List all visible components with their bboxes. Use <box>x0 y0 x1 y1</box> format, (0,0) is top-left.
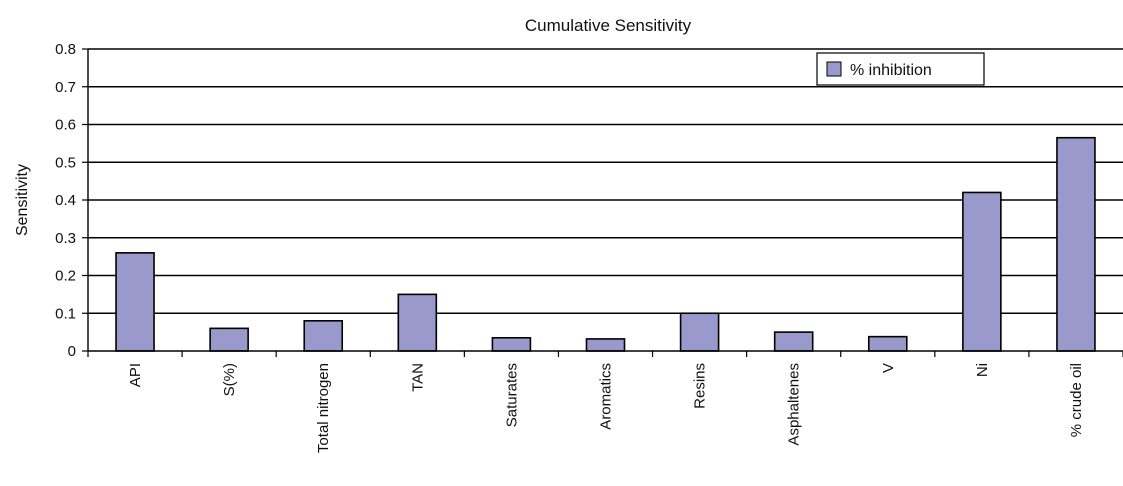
bar <box>491 336 532 352</box>
x-tick-label: V <box>880 363 897 373</box>
x-tick-label: Asphaltenes <box>786 363 803 446</box>
x-tick-label: TAN <box>409 363 426 392</box>
chart-title: Cumulative Sensitivity <box>525 16 692 35</box>
legend-label: % inhibition <box>850 62 932 79</box>
bars <box>115 136 1096 352</box>
bar <box>397 293 438 352</box>
y-tick-label: 0.6 <box>55 117 76 134</box>
y-tick-label: 0.5 <box>55 154 76 171</box>
bar <box>115 252 155 352</box>
bar <box>867 335 908 352</box>
bar <box>303 319 344 352</box>
gridlines <box>88 48 1123 315</box>
y-tick-label: 0.8 <box>55 41 76 58</box>
x-tick-label: API <box>127 363 144 387</box>
bar <box>209 327 249 352</box>
y-tick-label: 0 <box>68 343 76 360</box>
y-tick-label: 0.7 <box>55 79 76 96</box>
x-tick-label: % crude oil <box>1068 363 1085 437</box>
x-tick-label: Resins <box>692 363 709 409</box>
bar <box>585 338 626 352</box>
x-tick-labels: API S(%) Total nitrogen TAN Saturates Aromati… <box>87 351 1123 453</box>
y-tick-label: 0.1 <box>55 305 76 322</box>
x-tick-label: Saturates <box>503 363 520 427</box>
legend: % inhibition <box>816 52 985 86</box>
x-tick-label: Total nitrogen <box>315 363 332 453</box>
y-tick-label: 0.2 <box>55 268 76 285</box>
bar <box>773 331 814 352</box>
y-tick-labels: 0 0.1 0.2 0.3 0.4 0.5 0.6 0.7 0.8 <box>55 41 88 360</box>
legend-box <box>816 52 985 86</box>
bar <box>1056 136 1096 352</box>
x-tick-label: Aromatics <box>598 363 615 430</box>
x-tick-label: Ni <box>974 363 991 377</box>
bar <box>679 312 720 352</box>
y-tick-label: 0.4 <box>55 192 76 209</box>
x-tick-label: S(%) <box>221 363 238 396</box>
legend-swatch <box>826 61 842 77</box>
bar <box>962 191 1002 352</box>
y-axis-label: Sensitivity <box>14 164 31 236</box>
y-tick-label: 0.3 <box>55 230 76 247</box>
